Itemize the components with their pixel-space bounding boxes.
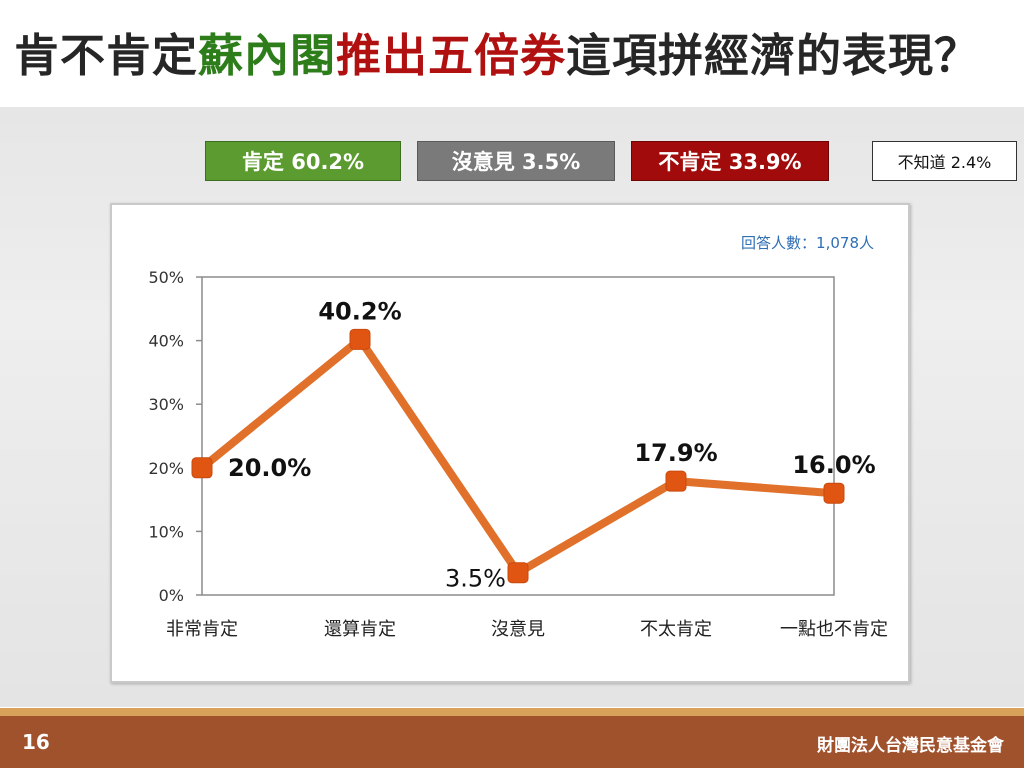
organization-name: 財團法人台灣民意基金會 [817,736,1004,756]
data-label: 20.0% [228,454,311,482]
x-category-label: 一點也不肯定 [780,619,888,640]
data-point-marker [191,457,213,479]
chart-panel: 回答人數：1,078人 0% 10% 20% 30% 40% 50% 非常肯定 還算肯定 沒意… [110,203,910,683]
page-number: 16 [22,730,50,754]
data-label: 17.9% [634,439,717,467]
x-category-label: 還算肯定 [324,619,396,640]
summary-negative-box: 不肯定 33.9% [631,141,829,181]
title-part-2: 蘇內閣 [198,29,337,82]
x-category-label: 非常肯定 [166,619,238,640]
x-category-label: 不太肯定 [640,619,712,640]
data-point-marker [665,470,687,492]
slide-title: 肯不肯定蘇內閣推出五倍券這項拼經濟的表現？ [14,26,1014,86]
summary-dont-know-box: 不知道 2.4% [872,141,1017,181]
summary-no-opinion-box: 沒意見 3.5% [417,141,615,181]
data-label: 3.5% [445,565,506,593]
x-category-label: 沒意見 [491,619,545,640]
data-point-marker [349,328,371,350]
y-tick-label: 20% [148,459,184,478]
plot-area-frame [201,276,835,596]
title-part-1: 肯不肯定 [14,29,199,82]
footer-accent-stripe [0,708,1024,716]
data-point-marker [507,562,529,584]
y-tick-label: 10% [148,522,184,541]
data-point-marker [823,482,845,504]
y-tick-label: 0% [159,586,184,605]
line-chart: 回答人數：1,078人 0% 10% 20% 30% 40% 50% 非常肯定 還算肯定 沒意… [148,234,888,640]
summary-positive-box: 肯定 60.2% [205,141,401,181]
title-part-4: 這項拼經濟的表現？ [566,29,981,82]
footer-bar [0,716,1024,768]
y-tick-label: 30% [148,395,184,414]
data-label: 40.2% [318,297,401,325]
data-label: 16.0% [792,451,875,479]
respondent-count-annotation: 回答人數：1,078人 [741,234,874,252]
title-part-3: 推出五倍券 [336,29,567,82]
y-tick-label: 40% [148,332,184,351]
y-tick-label: 50% [148,268,184,287]
